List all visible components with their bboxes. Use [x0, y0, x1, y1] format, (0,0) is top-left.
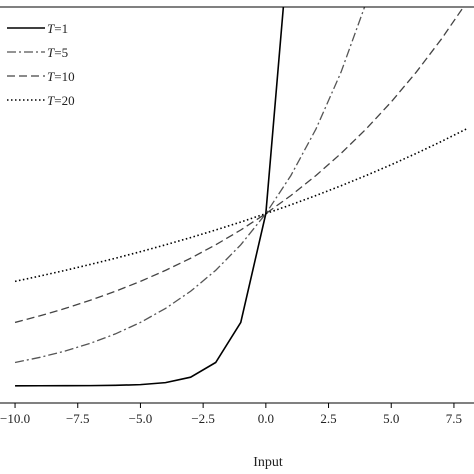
axes: −10.0 −7.5 −5.0 −2.5 0.0 2.5 5.0 7.5 [0, 6, 474, 426]
x-tick-label: −2.5 [191, 411, 215, 426]
legend-label: T=20 [47, 93, 75, 108]
x-tick-label: 2.5 [320, 411, 336, 426]
series-line-t-20 [14, 128, 467, 283]
legend-label: T=5 [47, 45, 68, 60]
plot-frame [0, 6, 474, 404]
series-line-t-5 [14, 7, 366, 364]
plot-area [14, 7, 467, 387]
x-tick-label: 5.0 [383, 411, 399, 426]
x-tick-label: −10.0 [0, 411, 30, 426]
x-axis-label: Input [253, 455, 283, 470]
legend: T=1 T=5 T=10 T=20 [7, 21, 75, 108]
x-tick-label: −7.5 [66, 411, 90, 426]
x-tick-label: 0.0 [258, 411, 274, 426]
legend-label: T=1 [47, 21, 68, 36]
legend-label: T=10 [47, 69, 75, 84]
series-line-t-1 [15, 7, 285, 387]
x-tick-label: −5.0 [129, 411, 153, 426]
series-line-t-10 [14, 7, 465, 324]
x-tick-label: 7.5 [446, 411, 462, 426]
